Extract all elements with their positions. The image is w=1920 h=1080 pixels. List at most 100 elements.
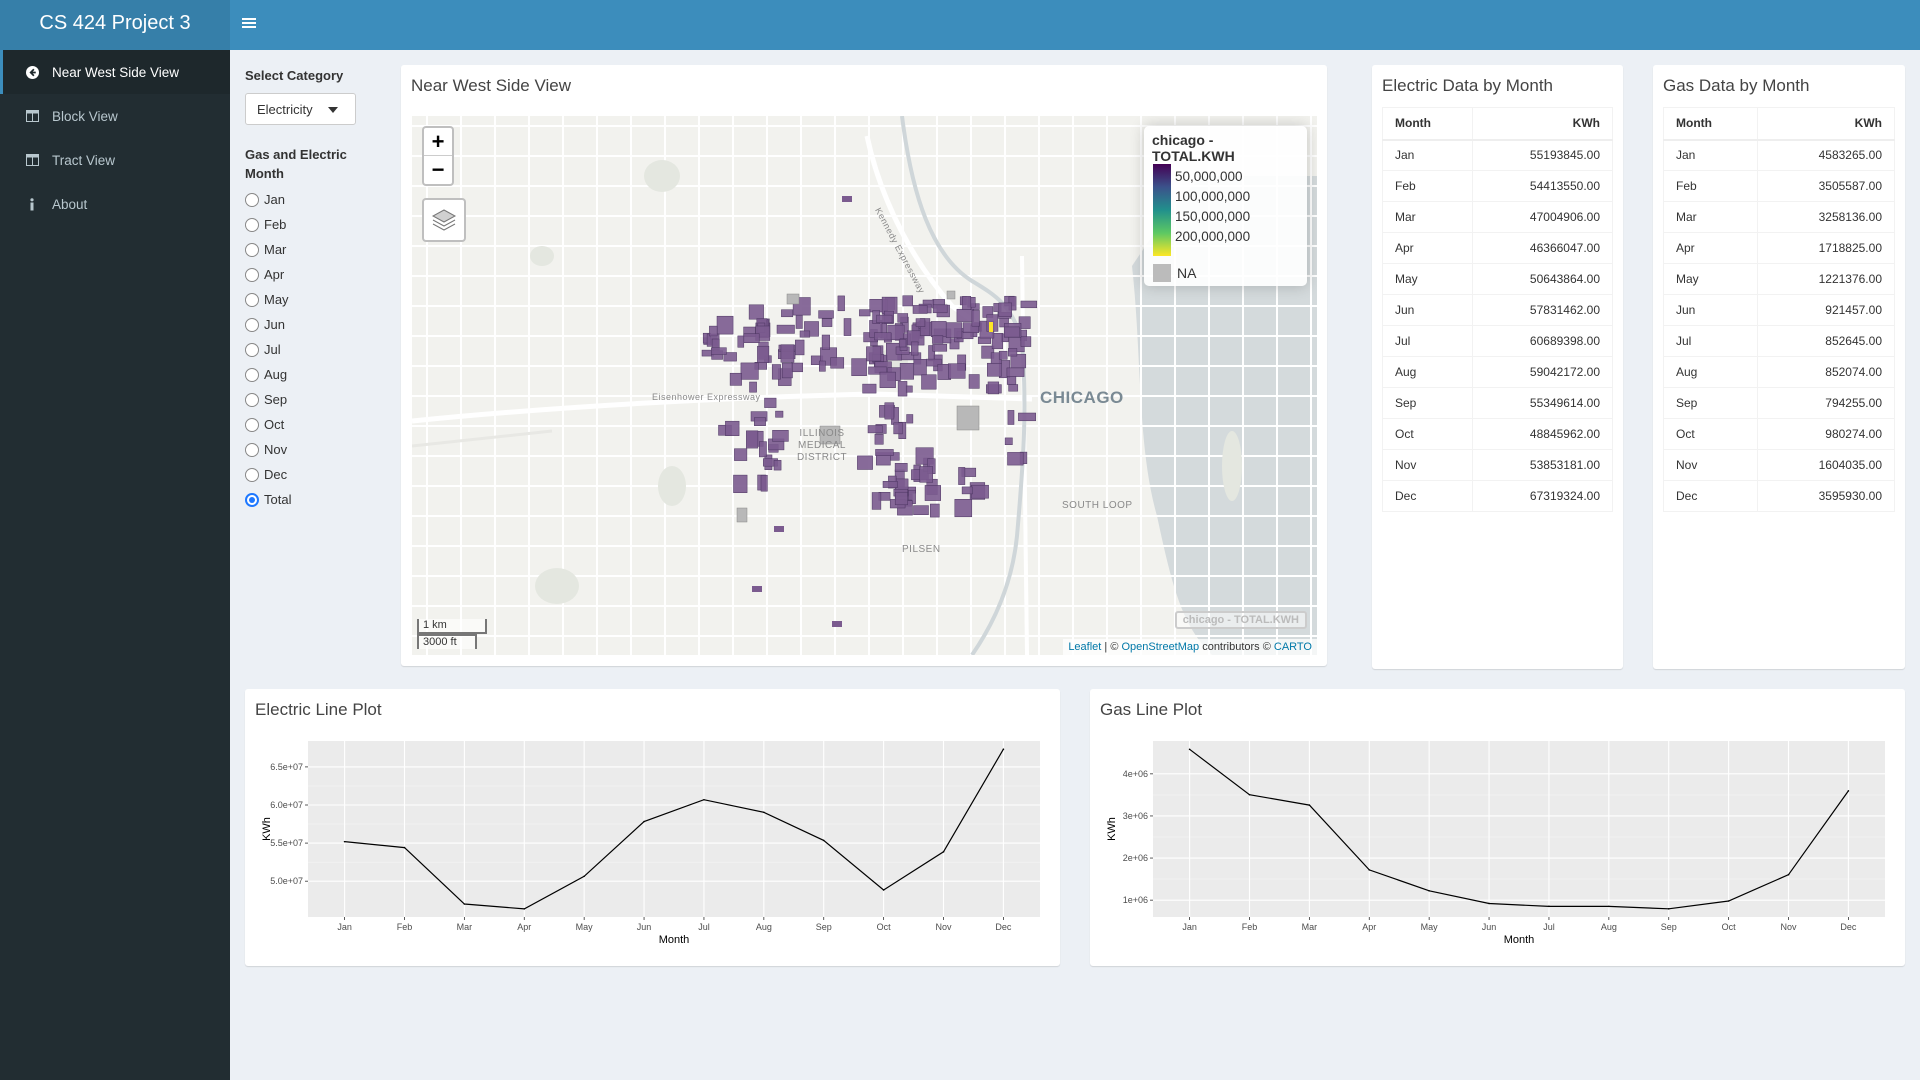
month-cell: May (1662, 263, 1759, 295)
x-tick-label: Feb (1242, 922, 1258, 932)
kwh-cell: 1718825.00 (1757, 232, 1895, 264)
table-row: Aug 59042172.00 (1382, 356, 1614, 388)
column-header-kwh[interactable]: KWh (1757, 107, 1895, 141)
sidebar: Near West Side View Block View Tract Vie… (0, 50, 230, 1080)
radio-button[interactable] (245, 392, 259, 407)
top-header: CS 424 Project 3 (0, 0, 1920, 50)
carto-link[interactable]: CARTO (1273, 641, 1312, 653)
radio-option-oct[interactable]: Oct (245, 412, 395, 437)
y-tick-label: 5.5e+07 (270, 838, 303, 848)
kwh-cell: 57831462.00 (1471, 294, 1614, 326)
radio-button[interactable] (245, 467, 259, 482)
zoom-out-button[interactable]: − (431, 157, 445, 182)
radio-button[interactable] (245, 317, 259, 332)
data-point (882, 889, 885, 891)
radio-button[interactable] (245, 417, 259, 432)
map-label-chicago: CHICAGO (1040, 388, 1124, 407)
data-point (1308, 804, 1311, 806)
radio-option-dec[interactable]: Dec (245, 462, 395, 487)
radio-option-jun[interactable]: Jun (245, 312, 395, 337)
radio-option-jul[interactable]: Jul (245, 337, 395, 362)
radio-button[interactable] (245, 492, 259, 507)
zoom-control: + − (422, 126, 454, 186)
month-cell: Jan (1382, 139, 1473, 171)
y-tick-label: 3e+06 (1123, 811, 1148, 821)
data-point (703, 798, 705, 801)
radio-label: Nov (264, 442, 288, 457)
month-cell: Sep (1662, 387, 1759, 419)
table-row: Jan 55193845.00 (1382, 139, 1614, 171)
radio-button[interactable] (245, 217, 259, 232)
radio-option-nov[interactable]: Nov (245, 437, 395, 462)
month-cell: Feb (1382, 170, 1473, 202)
x-tick-label: Jul (1543, 922, 1555, 932)
month-cell: Mar (1382, 201, 1473, 233)
category-select[interactable]: Electricity (245, 93, 356, 125)
radio-option-total[interactable]: Total (245, 487, 395, 512)
x-tick-label: May (1421, 922, 1439, 932)
radio-option-jan[interactable]: Jan (245, 187, 395, 212)
radio-option-aug[interactable]: Aug (245, 362, 395, 387)
radio-option-apr[interactable]: Apr (245, 262, 395, 287)
gas-plot-box: Gas Line Plot 1e+06 2e+06 3e+06 4e+06 Jan Feb… (1090, 689, 1905, 966)
x-tick-label: Apr (1362, 922, 1376, 932)
column-header-month[interactable]: Month (1662, 107, 1759, 141)
radio-button[interactable] (245, 192, 259, 207)
radio-label: Jun (264, 317, 285, 332)
layers-icon[interactable] (422, 198, 466, 242)
app-title[interactable]: CS 424 Project 3 (0, 0, 230, 50)
x-axis-title: Month (659, 934, 690, 946)
sidebar-item-about[interactable]: About (0, 182, 230, 226)
column-header-month[interactable]: Month (1382, 107, 1473, 141)
radio-option-may[interactable]: May (245, 287, 395, 312)
map-label-eisenhower: Eisenhower Expressway (652, 392, 761, 402)
radio-label: Total (264, 492, 292, 507)
kwh-cell: 3258136.00 (1757, 201, 1895, 233)
kwh-cell: 67319324.00 (1471, 480, 1614, 512)
electric-table-box: Electric Data by Month Month KWh Jan 5519… (1372, 65, 1623, 669)
leaflet-map[interactable]: CHICAGO SOUTH LOOP PILSEN ILLINOIS MEDIC… (412, 116, 1317, 655)
osm-link[interactable]: OpenStreetMap (1121, 641, 1200, 653)
data-point (583, 875, 585, 878)
x-tick-label: Jan (1182, 922, 1197, 932)
electric-plot-box: Electric Line Plot 5.0e+07 5.5e+07 6.0e+07… (245, 689, 1060, 966)
electric-table-title: Electric Data by Month (1382, 76, 1554, 95)
x-tick-label: Mar (1302, 922, 1318, 932)
radio-button[interactable] (245, 267, 259, 282)
radio-button[interactable] (245, 242, 259, 257)
radio-option-mar[interactable]: Mar (245, 237, 395, 262)
radio-label: Aug (264, 367, 288, 382)
month-cell: Mar (1662, 201, 1759, 233)
column-header-kwh[interactable]: KWh (1471, 107, 1614, 141)
kwh-cell: 55349614.00 (1471, 387, 1614, 419)
x-tick-label: Sep (816, 922, 832, 932)
kwh-cell: 46366047.00 (1471, 232, 1614, 264)
radio-button[interactable] (245, 367, 259, 382)
sidebar-item-near-west-side-view[interactable]: Near West Side View (0, 50, 230, 94)
scale-km: 1 km (417, 619, 487, 634)
table-row: Dec 3595930.00 (1662, 480, 1895, 512)
arrow-circle-left-icon (21, 65, 43, 79)
radio-button[interactable] (245, 292, 259, 307)
sidebar-item-block-view[interactable]: Block View (0, 94, 230, 138)
legend-label: 200,000,000 (1175, 229, 1251, 244)
hamburger-icon[interactable] (242, 14, 262, 34)
kwh-cell: 3595930.00 (1757, 480, 1895, 512)
kwh-cell: 53853181.00 (1471, 449, 1614, 481)
table-row: May 50643864.00 (1382, 263, 1614, 295)
radio-option-feb[interactable]: Feb (245, 212, 395, 237)
sidebar-item-tract-view[interactable]: Tract View (0, 138, 230, 182)
zoom-in-button[interactable]: + (424, 128, 452, 156)
data-point (763, 811, 765, 814)
radio-button[interactable] (245, 442, 259, 457)
kwh-cell: 48845962.00 (1471, 418, 1614, 450)
radio-button[interactable] (245, 342, 259, 357)
legend-label: 100,000,000 (1175, 189, 1251, 204)
layer-toggle-label[interactable]: chicago - TOTAL.KWH (1174, 611, 1307, 629)
leaflet-link[interactable]: Leaflet (1068, 641, 1102, 653)
table-row: Sep 55349614.00 (1382, 387, 1614, 419)
radio-option-sep[interactable]: Sep (245, 387, 395, 412)
radio-label: Oct (264, 417, 285, 432)
data-point (463, 903, 466, 905)
y-tick-label: 6.0e+07 (270, 800, 303, 810)
